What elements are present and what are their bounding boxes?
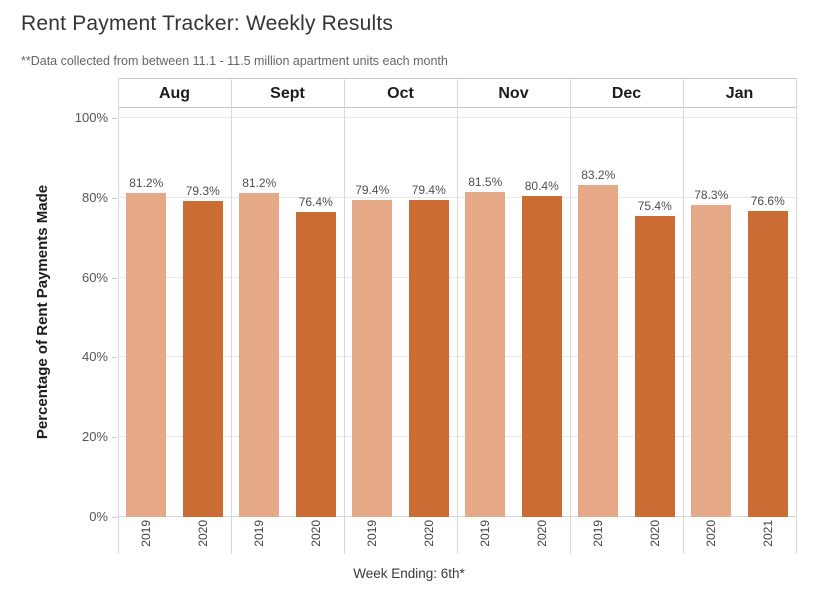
y-tick-label: 0% xyxy=(89,509,108,524)
panel-separator xyxy=(231,78,232,554)
year-label-jan-2020: 2020 xyxy=(704,520,719,547)
bar-value-label: 76.4% xyxy=(298,195,333,210)
panel-separator xyxy=(344,78,345,554)
year-label-nov-2019: 2019 xyxy=(478,520,493,547)
bar-cell-dec-2020: 75.4% xyxy=(627,109,684,517)
year-cell: 2020 xyxy=(401,518,458,556)
bar-value-label: 78.3% xyxy=(694,187,729,202)
bar-oct-2019[interactable] xyxy=(352,200,393,517)
bar-value-label: 81.2% xyxy=(129,176,164,191)
panel-dec: 83.2% 75.4% xyxy=(570,109,683,517)
bar-cell-sept-2020: 76.4% xyxy=(288,109,345,517)
bar-value-label: 76.6% xyxy=(750,194,785,209)
year-cell: 2021 xyxy=(740,518,797,556)
bar-value-label: 79.3% xyxy=(185,183,220,198)
year-cell: 2019 xyxy=(457,518,514,556)
year-cell: 2020 xyxy=(627,518,684,556)
y-tick-label: 40% xyxy=(81,349,108,365)
panel-oct: 79.4% 79.4% xyxy=(344,109,457,517)
year-cell: 2019 xyxy=(118,518,175,556)
data-source-note: **Data collected from between 11.1 - 11.… xyxy=(21,54,448,68)
bar-cell-jan-2021: 76.6% xyxy=(740,109,797,517)
bar-chart: Aug Sept Oct Nov Dec Jan 81.2% 79.3% 81.2% 76.4%… xyxy=(118,78,797,556)
year-label-jan-2021: 2021 xyxy=(760,520,775,547)
y-tick-label: 60% xyxy=(81,269,108,285)
y-tick-label: 20% xyxy=(81,429,108,445)
year-cell: 2019 xyxy=(231,518,288,556)
y-tick-mark xyxy=(112,517,117,518)
bar-aug-2019[interactable] xyxy=(126,193,167,517)
bar-aug-2020[interactable] xyxy=(182,200,223,517)
bar-dec-2019[interactable] xyxy=(578,185,619,517)
y-tick-label: 80% xyxy=(81,189,108,205)
y-tick-mark xyxy=(112,357,117,359)
month-header-oct: Oct xyxy=(387,85,414,102)
bar-cell-aug-2019: 81.2% xyxy=(118,109,175,517)
year-cell: 2019 xyxy=(570,518,627,556)
x-axis-title: Week Ending: 6th* xyxy=(353,566,465,581)
panel-aug: 81.2% 79.3% xyxy=(118,109,231,517)
bar-cell-nov-2020: 80.4% xyxy=(514,109,571,517)
year-label-sept-2019: 2019 xyxy=(252,520,267,547)
year-cell: 2020 xyxy=(683,518,740,556)
bar-sept-2019[interactable] xyxy=(239,193,280,517)
bar-cell-dec-2019: 83.2% xyxy=(570,109,627,517)
bar-jan-2020[interactable] xyxy=(691,204,732,517)
y-axis-title: Percentage of Rent Payments Made xyxy=(34,184,51,440)
year-label-dec-2020: 2020 xyxy=(647,520,662,547)
bar-cell-jan-2020: 78.3% xyxy=(683,109,740,517)
month-header-nov: Nov xyxy=(498,85,529,102)
month-header-aug: Aug xyxy=(158,85,191,102)
y-tick-mark xyxy=(112,118,117,119)
bar-nov-2020[interactable] xyxy=(521,196,562,517)
year-label-sept-2020: 2020 xyxy=(308,520,323,547)
month-header-sept: Sept xyxy=(270,85,305,102)
bar-value-label: 80.4% xyxy=(524,179,559,194)
panel-separator xyxy=(457,78,458,554)
year-cell: 2019 xyxy=(344,518,401,556)
panel-nov: 81.5% 80.4% xyxy=(457,109,570,517)
bar-value-label: 79.4% xyxy=(355,183,390,198)
panel-jan: 78.3% 76.6% xyxy=(683,109,796,517)
month-header-dec: Dec xyxy=(611,85,642,102)
bar-cell-oct-2019: 79.4% xyxy=(344,109,401,517)
bar-cell-sept-2019: 81.2% xyxy=(231,109,288,517)
y-tick-mark xyxy=(112,197,117,199)
year-cell: 2020 xyxy=(514,518,571,556)
bar-cell-aug-2020: 79.3% xyxy=(175,109,232,517)
year-label-oct-2019: 2019 xyxy=(365,520,380,547)
y-tick-mark xyxy=(112,437,117,439)
month-header-jan: Jan xyxy=(725,85,754,102)
year-label-oct-2020: 2020 xyxy=(421,520,436,547)
year-cell: 2020 xyxy=(175,518,232,556)
bar-nov-2019[interactable] xyxy=(465,191,506,517)
bar-panels: 81.2% 79.3% 81.2% 76.4% 79.4% 79.4% 81.5% 80.4%… xyxy=(118,109,796,517)
panel-separator xyxy=(683,78,684,554)
year-label-dec-2019: 2019 xyxy=(591,520,606,547)
page-title: Rent Payment Tracker: Weekly Results xyxy=(21,12,394,35)
bar-cell-nov-2019: 81.5% xyxy=(457,109,514,517)
panel-separator xyxy=(796,78,797,554)
bar-value-label: 75.4% xyxy=(637,199,672,214)
bar-sept-2020[interactable] xyxy=(295,212,336,517)
panel-separator xyxy=(570,78,571,554)
panel-separator xyxy=(118,78,119,554)
bar-value-label: 81.5% xyxy=(468,174,503,189)
y-tick-mark xyxy=(112,277,117,279)
bar-value-label: 83.2% xyxy=(581,168,616,183)
bar-value-label: 81.2% xyxy=(242,176,277,191)
bar-jan-2021[interactable] xyxy=(747,211,788,517)
year-label-aug-2019: 2019 xyxy=(139,520,154,547)
bar-dec-2020[interactable] xyxy=(634,216,675,517)
year-label-nov-2020: 2020 xyxy=(534,520,549,547)
bar-oct-2020[interactable] xyxy=(408,200,449,517)
year-label-aug-2020: 2020 xyxy=(195,520,210,547)
bar-value-label: 79.4% xyxy=(411,183,446,198)
panel-sept: 81.2% 76.4% xyxy=(231,109,344,517)
bar-cell-oct-2020: 79.4% xyxy=(401,109,458,517)
y-tick-label: 100% xyxy=(74,110,108,125)
year-cell: 2020 xyxy=(288,518,345,556)
